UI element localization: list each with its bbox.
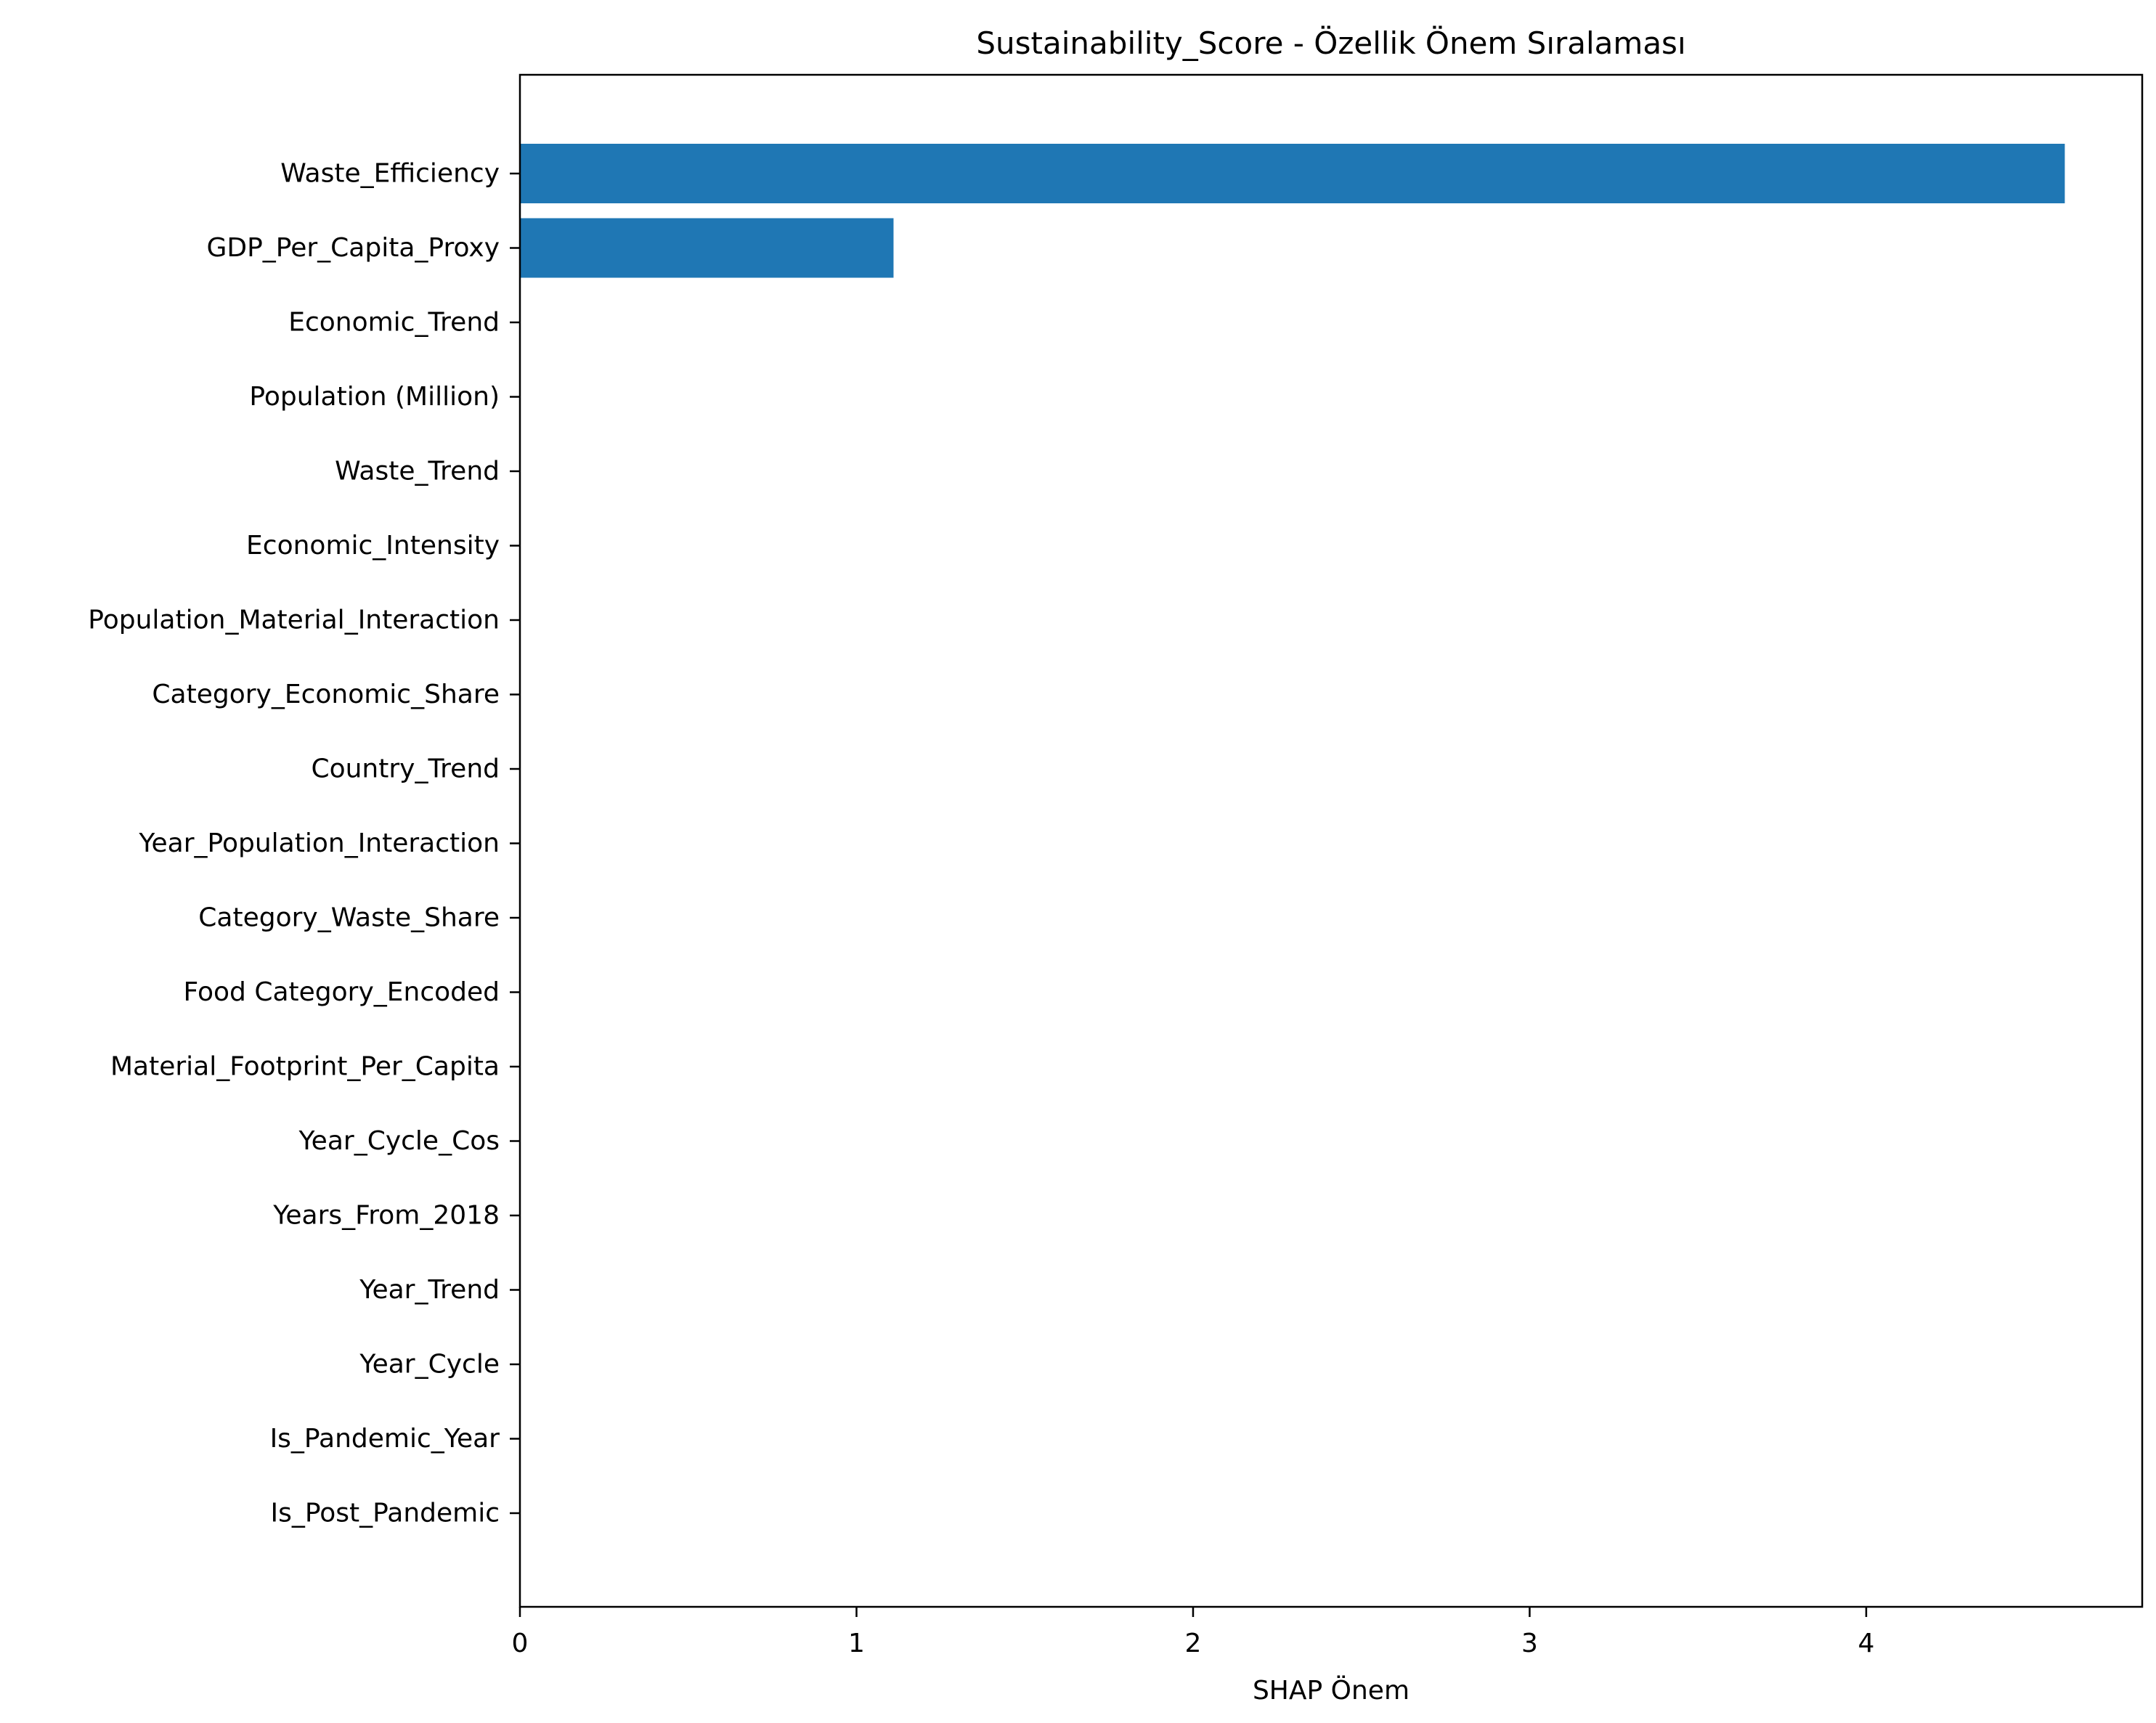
x-tick-label: 2 bbox=[1185, 1629, 1202, 1658]
y-tick-label: Category_Economic_Share bbox=[152, 680, 500, 709]
y-tick-label: Is_Post_Pandemic bbox=[270, 1499, 500, 1528]
y-tick-label: Year_Cycle_Cos bbox=[298, 1126, 500, 1156]
bar bbox=[520, 218, 894, 278]
y-axis-ticks: Waste_Efficiency GDP_Per_Capita_Proxy Econ… bbox=[88, 159, 520, 1528]
y-tick-label: Category_Waste_Share bbox=[198, 903, 500, 933]
x-tick-label: 0 bbox=[512, 1629, 529, 1658]
y-tick-label: Waste_Efficiency bbox=[280, 159, 500, 189]
y-tick-label: Is_Pandemic_Year bbox=[270, 1424, 500, 1454]
y-tick-label: Country_Trend bbox=[311, 754, 500, 784]
x-tick-label: 1 bbox=[848, 1629, 865, 1658]
y-tick-label: Economic_Intensity bbox=[246, 531, 500, 561]
y-tick-label: Year_Population_Interaction bbox=[138, 828, 500, 858]
x-axis-ticks: 0 1 2 3 4 bbox=[512, 1607, 1874, 1658]
y-tick-label: Year_Trend bbox=[359, 1275, 500, 1305]
y-tick-label: Years_From_2018 bbox=[272, 1201, 500, 1231]
y-tick-label: Population (Million) bbox=[249, 382, 500, 412]
y-tick-label: Food Category_Encoded bbox=[184, 977, 500, 1007]
y-tick-label: Population_Material_Interaction bbox=[88, 606, 500, 635]
y-tick-label: Economic_Trend bbox=[288, 308, 500, 338]
bars-layer bbox=[520, 144, 2065, 278]
chart-title: Sustainability_Score - Özellik Önem Sıra… bbox=[976, 25, 1685, 61]
y-tick-label: GDP_Per_Capita_Proxy bbox=[206, 233, 500, 263]
y-tick-label: Waste_Trend bbox=[335, 457, 500, 486]
x-tick-label: 4 bbox=[1858, 1629, 1874, 1658]
x-axis-label: SHAP Önem bbox=[1253, 1675, 1409, 1706]
bar bbox=[520, 144, 2065, 203]
x-tick-label: 3 bbox=[1521, 1629, 1538, 1658]
y-tick-label: Material_Footprint_Per_Capita bbox=[110, 1052, 500, 1082]
y-tick-label: Year_Cycle bbox=[359, 1350, 500, 1380]
axes-frame bbox=[518, 73, 2144, 1608]
